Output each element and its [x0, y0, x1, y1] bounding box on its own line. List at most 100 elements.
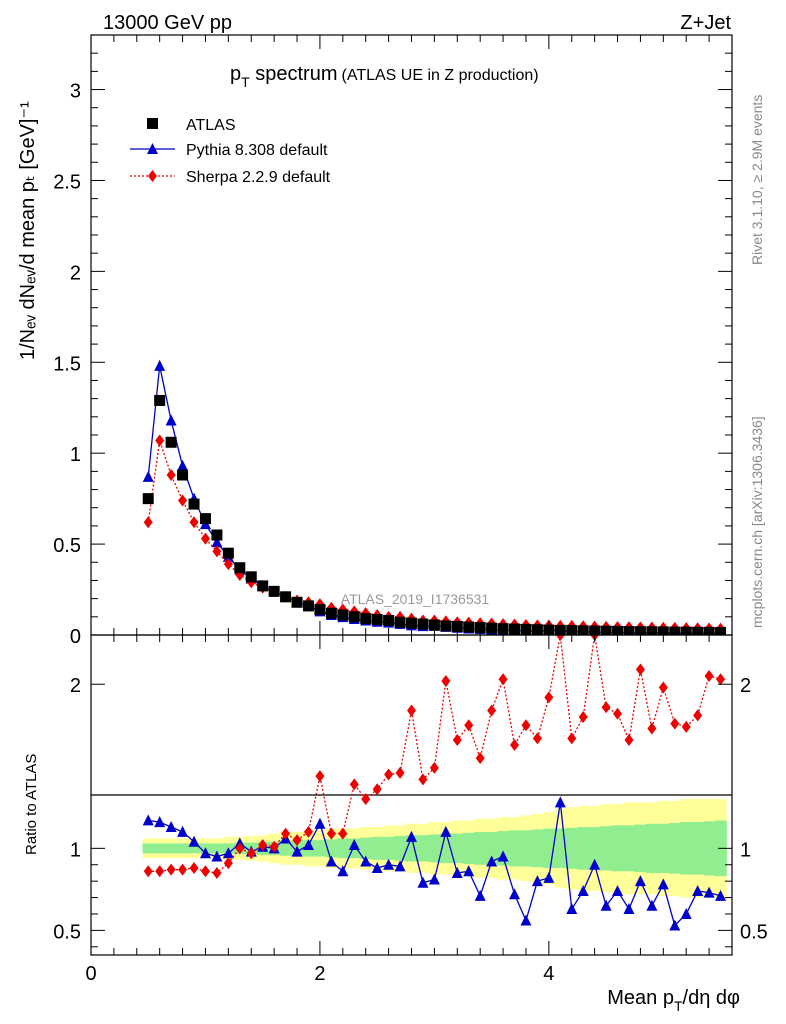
ratio-uncertainty-bands	[142, 799, 727, 898]
data-point	[509, 623, 521, 635]
data-point	[222, 547, 234, 559]
data-point	[464, 719, 474, 732]
title-sub: T	[241, 74, 250, 90]
data-point	[715, 626, 727, 635]
data-point	[257, 580, 269, 592]
plot-title: pT spectrum (ATLAS UE in Z production)	[230, 63, 539, 90]
data-point	[177, 459, 189, 471]
y-tick-label: 0.5	[53, 535, 81, 557]
data-point	[211, 529, 223, 541]
data-point	[154, 816, 166, 828]
band-inner-bin	[485, 831, 498, 865]
data-point	[474, 889, 486, 901]
data-point	[475, 752, 485, 765]
band-inner-bin	[451, 833, 464, 864]
data-point	[189, 862, 199, 875]
data-point	[451, 866, 463, 878]
data-point	[474, 622, 486, 634]
data-point	[166, 469, 176, 481]
ratio-series	[142, 635, 727, 931]
data-point	[235, 842, 245, 855]
band-inner-bin	[153, 843, 166, 854]
data-point	[704, 670, 714, 683]
data-point	[601, 701, 611, 714]
band-inner-bin	[417, 835, 430, 862]
data-point	[394, 616, 406, 628]
data-point	[165, 821, 177, 832]
data-point	[406, 830, 417, 842]
data-point	[497, 850, 509, 862]
data-point	[428, 873, 440, 885]
data-point	[634, 875, 646, 887]
band-inner-bin	[543, 828, 556, 869]
band-inner-bin	[497, 831, 510, 866]
band-inner-bin	[588, 827, 601, 870]
data-point	[623, 626, 635, 635]
data-point	[613, 707, 623, 720]
data-point	[337, 865, 349, 877]
data-point	[635, 663, 645, 676]
data-point	[406, 617, 417, 629]
data-point	[303, 825, 313, 838]
data-point	[417, 876, 429, 888]
data-point	[669, 919, 681, 931]
data-point	[360, 613, 372, 625]
title-rest: spectrum	[250, 63, 338, 85]
band-inner-bin	[463, 832, 475, 864]
x-tick-label: 0	[85, 963, 96, 985]
data-point	[395, 766, 405, 779]
band-inner-bin	[428, 834, 441, 863]
band-inner-bin	[680, 822, 693, 875]
data-point	[531, 875, 543, 887]
ratio-y-tick-label: 0.5	[53, 921, 81, 943]
data-point	[314, 817, 326, 829]
legend: ATLAS Pythia 8.308 default Sherpa 2.2.9 …	[130, 117, 331, 186]
data-point	[302, 600, 314, 612]
main-series	[142, 359, 727, 635]
band-inner-bin	[703, 821, 716, 876]
data-point	[509, 888, 521, 900]
data-point	[429, 761, 439, 774]
data-point	[486, 855, 498, 867]
data-point	[348, 611, 360, 623]
data-point	[291, 596, 303, 608]
data-point	[188, 835, 200, 847]
data-point	[418, 773, 428, 786]
band-inner-bin	[405, 835, 418, 862]
data-point	[234, 562, 246, 574]
data-point	[211, 536, 223, 548]
axis-ticks: 00.511.522.530 2 40.5 0.51 12 2	[53, 34, 768, 985]
data-point	[372, 783, 382, 796]
data-point	[178, 863, 188, 876]
data-point	[498, 673, 508, 686]
data-point	[383, 858, 395, 870]
data-point	[451, 620, 463, 632]
data-point	[577, 885, 589, 896]
data-point	[440, 620, 452, 632]
y-tick-label: 1.5	[53, 353, 81, 375]
data-point	[452, 734, 462, 747]
data-point	[348, 839, 360, 851]
data-point	[154, 359, 166, 371]
data-point	[325, 607, 337, 619]
band-inner-bin	[188, 843, 201, 854]
data-point	[624, 734, 634, 747]
data-point	[223, 558, 233, 571]
data-point	[440, 825, 452, 837]
legend-sherpa-marker	[148, 170, 157, 182]
legend-pythia-marker	[147, 143, 158, 154]
data-point	[555, 635, 565, 641]
data-point	[245, 571, 257, 583]
data-point	[199, 847, 211, 859]
data-point	[200, 865, 210, 878]
data-point	[657, 878, 669, 890]
data-point	[142, 814, 154, 826]
data-point	[600, 625, 612, 635]
data-point	[212, 545, 222, 558]
data-point	[166, 863, 176, 876]
header-left: 13000 GeV pp	[103, 12, 232, 34]
data-point	[520, 914, 532, 926]
data-point	[623, 903, 635, 915]
data-point	[554, 796, 566, 808]
data-point	[199, 513, 211, 525]
